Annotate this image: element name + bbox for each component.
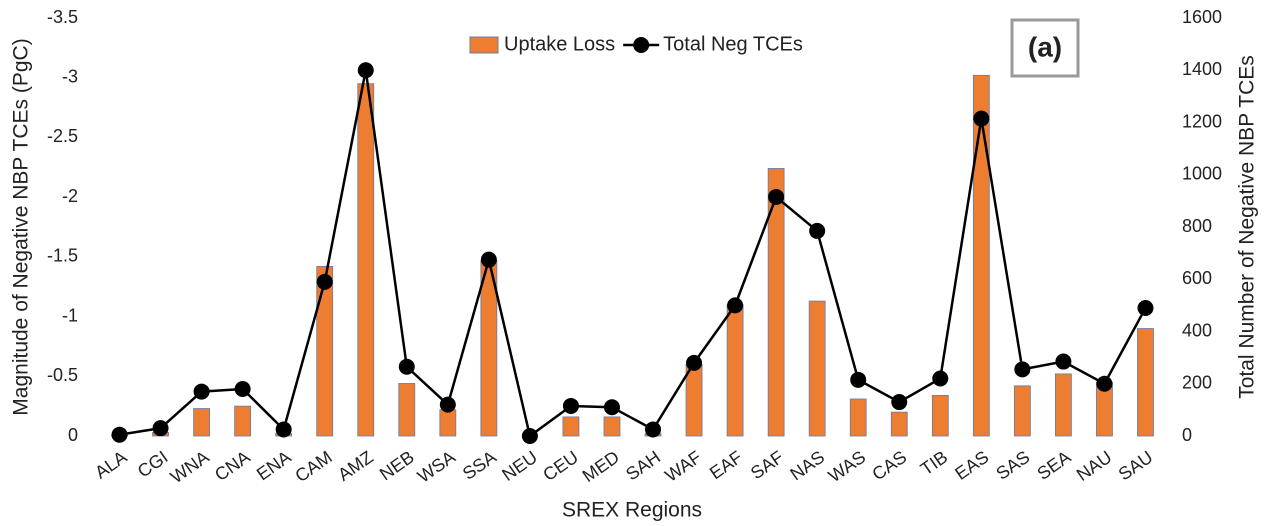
x-tick-label: SAU — [1115, 447, 1157, 485]
bar — [603, 416, 621, 437]
y2-tick-label: 400 — [1182, 320, 1212, 340]
y2-axis-label: Total Number of Negative NBP TCEs — [1236, 55, 1259, 399]
y2-tick-label: 200 — [1182, 373, 1212, 393]
y2-tick-label: 800 — [1182, 216, 1212, 236]
line-marker — [398, 358, 415, 375]
bar — [685, 363, 703, 437]
y2-tick-label: 1200 — [1182, 111, 1222, 131]
bar — [1055, 373, 1072, 437]
bar — [849, 398, 867, 437]
y-axis-label: Magnitude of Negative NBP TCEs (PgC) — [10, 38, 33, 415]
x-tick-label: SEA — [1033, 447, 1074, 484]
annotation-box — [1010, 18, 1080, 78]
bar — [357, 83, 375, 437]
legend-label: Total Neg TCEs — [663, 33, 803, 55]
line-marker — [891, 394, 908, 411]
x-tick-label: NAS — [786, 447, 828, 485]
line — [119, 70, 1147, 439]
line-marker — [193, 383, 210, 400]
line-marker — [439, 396, 456, 413]
x-tick-label: SAF — [747, 447, 787, 483]
y-tick-label: -0.5 — [47, 365, 78, 385]
x-tick-label: CAM — [291, 447, 335, 486]
x-tick-label: EAS — [951, 447, 992, 484]
line-marker — [727, 297, 744, 314]
x-tick-label: EAF — [706, 447, 746, 483]
line-marker — [152, 420, 169, 437]
y-tick-label: -2 — [62, 186, 78, 206]
line-marker — [768, 188, 785, 205]
x-tick-label: NEU — [498, 447, 541, 485]
bar — [316, 266, 334, 437]
bar — [1137, 328, 1154, 437]
line-marker — [521, 428, 538, 444]
y-tick-label: -2.5 — [47, 126, 78, 146]
bar — [439, 409, 457, 437]
line-marker — [480, 251, 497, 268]
x-tick-label: AMZ — [334, 447, 377, 485]
line-marker — [111, 426, 128, 443]
y-tick-label: -1.5 — [47, 246, 78, 266]
line-marker — [316, 273, 333, 290]
line-marker — [234, 380, 251, 397]
bar — [890, 411, 908, 437]
annotation: (a) — [1028, 31, 1062, 62]
line-marker — [850, 371, 867, 388]
x-tick-label: WNA — [167, 447, 213, 487]
y2-tick-label: 0 — [1182, 425, 1192, 445]
x-tick-label: CGI — [134, 447, 172, 482]
x-tick-label: ALA — [91, 447, 130, 483]
bar — [1013, 385, 1031, 437]
bar — [808, 300, 826, 437]
x-tick-label: SAH — [622, 447, 664, 485]
x-tick-label: WAF — [661, 447, 705, 486]
y-tick-label: -3.5 — [47, 7, 78, 27]
y2-tick-label: 600 — [1182, 268, 1212, 288]
legend-label: Uptake Loss — [504, 33, 615, 55]
line-marker — [973, 110, 990, 127]
x-tick-label: MED — [579, 447, 623, 486]
bar — [726, 304, 744, 437]
y-tick-label: -1 — [62, 305, 78, 325]
bar — [972, 74, 990, 437]
legend-swatch — [633, 37, 650, 53]
x-tick-label: WAS — [825, 447, 870, 487]
y2-tick-label: 1400 — [1182, 59, 1222, 79]
x-tick-label: NEB — [376, 447, 418, 485]
line-marker — [1137, 299, 1154, 316]
x-tick-label: NAU — [1073, 447, 1116, 485]
line-marker — [686, 354, 703, 371]
line-marker — [275, 421, 292, 438]
line-marker — [603, 399, 620, 416]
bar — [562, 416, 580, 437]
line-marker — [1096, 375, 1113, 392]
x-tick-label: ENA — [253, 447, 295, 485]
line-marker — [809, 222, 826, 239]
bar — [234, 405, 252, 437]
bar — [931, 394, 949, 437]
y2-tick-label: 1600 — [1182, 7, 1222, 27]
x-tick-label: WSA — [414, 447, 459, 487]
x-tick-label: CAS — [868, 447, 910, 485]
x-tick-label: CEU — [539, 447, 582, 485]
y2-tick-label: 1000 — [1182, 164, 1222, 184]
line-marker — [562, 397, 579, 414]
legend-swatch — [469, 36, 499, 54]
x-tick-label: SAS — [992, 447, 1033, 484]
line-marker — [1014, 361, 1031, 378]
x-tick-label: TIB — [917, 447, 951, 479]
x-tick-label: SSA — [459, 447, 500, 484]
line-marker — [932, 370, 949, 387]
bar — [767, 168, 785, 437]
bar — [193, 408, 210, 437]
y-tick-label: -3 — [62, 66, 78, 86]
line-marker — [357, 62, 374, 79]
x-tick-label: CNA — [211, 447, 254, 485]
line-marker — [645, 421, 662, 438]
bar — [398, 383, 416, 437]
x-axis-label: SREX Regions — [562, 499, 702, 522]
y-tick-label: 0 — [68, 425, 78, 445]
line-marker — [1055, 353, 1072, 370]
